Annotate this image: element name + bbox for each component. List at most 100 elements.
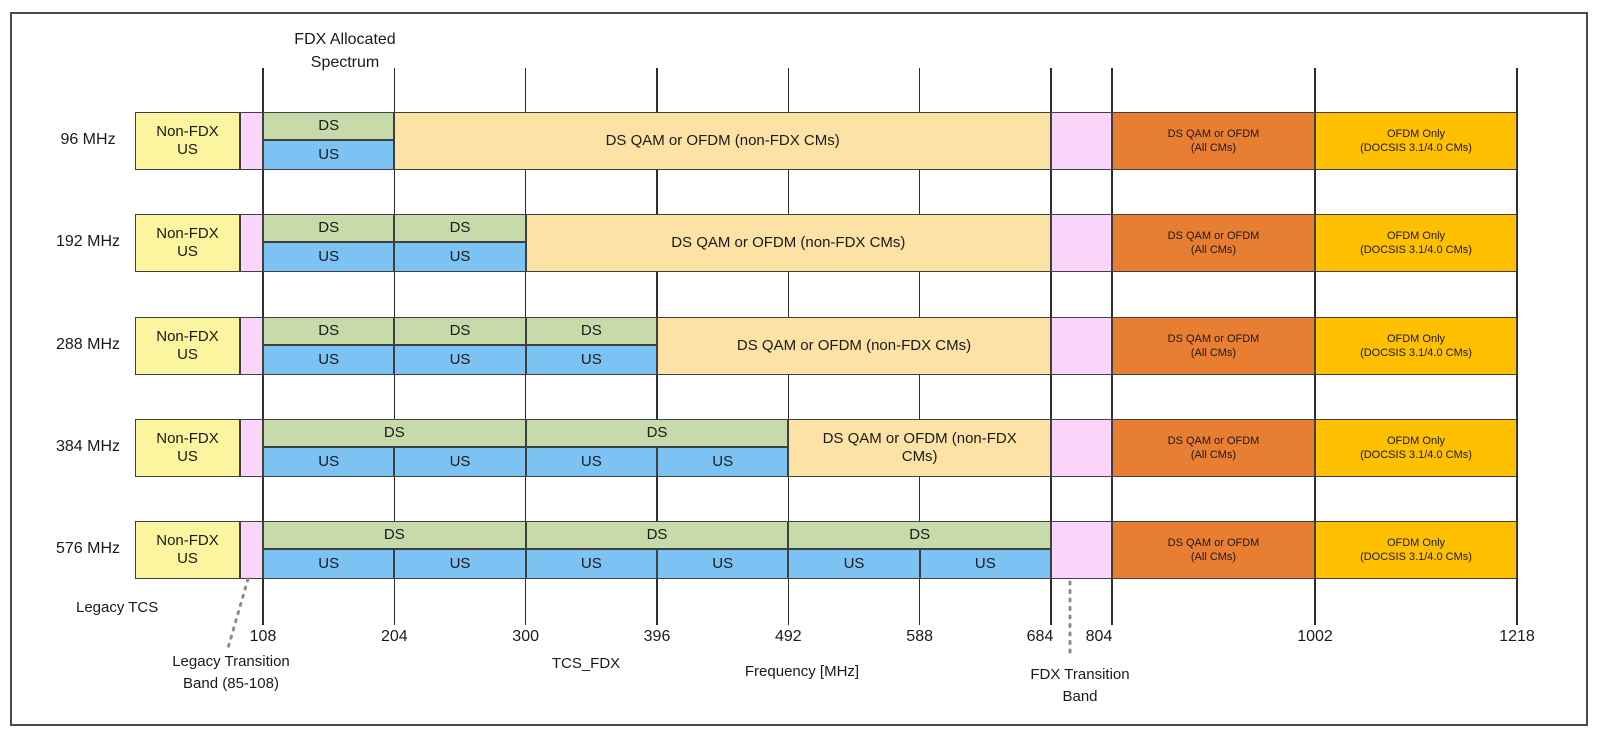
band-ds-qam-all-cms: DS QAM or OFDM (All CMs) <box>1112 112 1315 170</box>
band-fdx-us: US <box>263 344 395 375</box>
band-ofdm-only-label: OFDM Only (DOCSIS 3.1/4.0 CMs) <box>1360 230 1472 257</box>
band-non-fdx-us-label: Non-FDX US <box>156 532 219 568</box>
band-ds-qam-non-fdx: DS QAM or OFDM (non-FDX CMs) <box>394 112 1051 170</box>
band-fdx-ds-label: DS <box>318 321 340 339</box>
band-fdx-ds: DS <box>525 316 657 345</box>
row-label-288-mhz: 288 MHz <box>55 335 121 353</box>
band-fdx-us-label: US <box>318 248 340 266</box>
band-fdx-us-label: US <box>580 555 602 573</box>
band-non-fdx-us-label: Non-FDX US <box>156 327 219 363</box>
band-ofdm-only: OFDM Only (DOCSIS 3.1/4.0 CMs) <box>1315 418 1517 477</box>
band-legacy-transition <box>240 316 263 375</box>
band-fdx-ds: DS <box>525 418 789 447</box>
band-fdx-ds: DS <box>394 214 526 243</box>
row-label-96-mhz: 96 MHz <box>60 131 116 148</box>
band-fdx-transition <box>1051 316 1112 375</box>
fdx-transition-band-label: FDX Transition Band <box>1030 666 1130 705</box>
band-fdx-ds: DS <box>788 521 1051 550</box>
band-fdx-ds-label: DS <box>646 423 668 441</box>
band-non-fdx-us: Non-FDX US <box>135 316 240 375</box>
tick-label-396: 396 <box>643 628 671 645</box>
legacy-transition-band-label: Legacy Transition Band (85-108) <box>172 653 290 692</box>
band-ds-qam-non-fdx-label: DS QAM or OFDM (non-FDX CMs) <box>736 336 972 354</box>
band-fdx-us: US <box>788 549 920 580</box>
band-ds-qam-all-cms-label: DS QAM or OFDM (All CMs) <box>1167 434 1260 461</box>
band-fdx-ds: DS <box>263 521 526 550</box>
band-fdx-us-label: US <box>449 555 471 573</box>
band-fdx-ds-label: DS <box>909 526 931 544</box>
band-fdx-us-label: US <box>318 452 340 470</box>
band-fdx-us-label: US <box>449 452 471 470</box>
band-ds-qam-all-cms-label: DS QAM or OFDM (All CMs) <box>1167 332 1260 359</box>
band-fdx-ds-label: DS <box>449 219 471 237</box>
band-ds-qam-non-fdx-label: DS QAM or OFDM (non-FDX CMs) <box>605 132 840 149</box>
band-fdx-us: US <box>657 446 789 477</box>
band-ds-qam-all-cms-label: DS QAM or OFDM (All CMs) <box>1167 128 1260 154</box>
tick-label-108: 108 <box>249 628 277 645</box>
band-fdx-transition <box>1051 214 1112 273</box>
band-fdx-us-label: US <box>449 350 471 368</box>
band-ofdm-only: OFDM Only (DOCSIS 3.1/4.0 CMs) <box>1315 112 1517 170</box>
tick-label-1218: 1218 <box>1499 628 1535 645</box>
tick-label-684: 684 <box>1026 628 1054 645</box>
band-fdx-us-label: US <box>712 555 734 573</box>
band-ds-qam-non-fdx: DS QAM or OFDM (non-FDX CMs) <box>657 316 1051 375</box>
band-fdx-us: US <box>525 446 657 477</box>
band-fdx-us-label: US <box>318 555 340 573</box>
band-fdx-us: US <box>263 446 395 477</box>
tick-label-588: 588 <box>906 628 934 645</box>
band-ofdm-only-label: OFDM Only (DOCSIS 3.1/4.0 CMs) <box>1360 128 1472 154</box>
band-fdx-ds-label: DS <box>449 321 471 339</box>
band-ds-qam-all-cms: DS QAM or OFDM (All CMs) <box>1112 316 1315 375</box>
band-fdx-transition <box>1051 521 1112 580</box>
band-fdx-transition <box>1051 418 1112 477</box>
band-ds-qam-all-cms-label: DS QAM or OFDM (All CMs) <box>1167 230 1260 257</box>
tick-label-1002: 1002 <box>1297 628 1333 645</box>
gridline-1218 <box>1516 68 1518 625</box>
band-ofdm-only-label: OFDM Only (DOCSIS 3.1/4.0 CMs) <box>1360 332 1472 359</box>
band-fdx-ds: DS <box>263 418 526 447</box>
band-ofdm-only: OFDM Only (DOCSIS 3.1/4.0 CMs) <box>1315 521 1517 580</box>
tick-label-804: 804 <box>1085 628 1113 645</box>
band-fdx-us: US <box>394 446 526 477</box>
band-fdx-us-label: US <box>843 555 865 573</box>
fdx-allocated-spectrum-label: FDX Allocated Spectrum <box>294 31 396 71</box>
band-ds-qam-non-fdx: DS QAM or OFDM (non-FDX CMs) <box>525 214 1051 273</box>
band-legacy-transition <box>240 214 263 273</box>
band-non-fdx-us: Non-FDX US <box>135 214 240 273</box>
band-fdx-us-label: US <box>974 555 996 573</box>
band-fdx-us: US <box>394 549 526 580</box>
band-ds-qam-all-cms-label: DS QAM or OFDM (All CMs) <box>1167 537 1260 564</box>
band-ds-qam-all-cms: DS QAM or OFDM (All CMs) <box>1112 214 1315 273</box>
band-fdx-us: US <box>525 344 657 375</box>
row-label-384-mhz: 384 MHz <box>55 437 121 455</box>
row-label-576-mhz: 576 MHz <box>55 540 121 558</box>
band-ds-qam-non-fdx-label: DS QAM or OFDM (non-FDX CMs) <box>822 429 1017 465</box>
band-fdx-ds-label: DS <box>646 526 668 544</box>
band-ds-qam-non-fdx-label: DS QAM or OFDM (non-FDX CMs) <box>671 234 906 252</box>
band-non-fdx-us: Non-FDX US <box>135 521 240 580</box>
band-ds-qam-all-cms: DS QAM or OFDM (All CMs) <box>1112 521 1315 580</box>
band-fdx-ds-label: DS <box>383 526 405 544</box>
band-fdx-ds: DS <box>525 521 789 550</box>
band-fdx-ds: DS <box>263 316 395 345</box>
band-non-fdx-us-label: Non-FDX US <box>156 429 219 465</box>
tcs-fdx-label: TCS_FDX <box>551 655 621 672</box>
band-fdx-us-label: US <box>318 146 340 163</box>
band-fdx-us: US <box>525 549 657 580</box>
band-fdx-us: US <box>657 549 789 580</box>
band-non-fdx-us-label: Non-FDX US <box>156 123 219 158</box>
band-ofdm-only: OFDM Only (DOCSIS 3.1/4.0 CMs) <box>1315 214 1517 273</box>
frequency-axis-title: Frequency [MHz] <box>744 663 860 680</box>
band-non-fdx-us-label: Non-FDX US <box>156 225 219 261</box>
band-fdx-ds-label: DS <box>580 321 602 339</box>
band-legacy-transition <box>240 112 263 170</box>
tick-label-300: 300 <box>512 628 540 645</box>
band-fdx-ds-label: DS <box>383 423 405 441</box>
band-fdx-us-label: US <box>318 350 340 368</box>
band-fdx-us-label: US <box>712 452 734 470</box>
band-fdx-us-label: US <box>449 248 471 266</box>
row-label-192-mhz: 192 MHz <box>55 233 121 251</box>
legacy-tcs-label: Legacy TCS <box>76 599 159 616</box>
